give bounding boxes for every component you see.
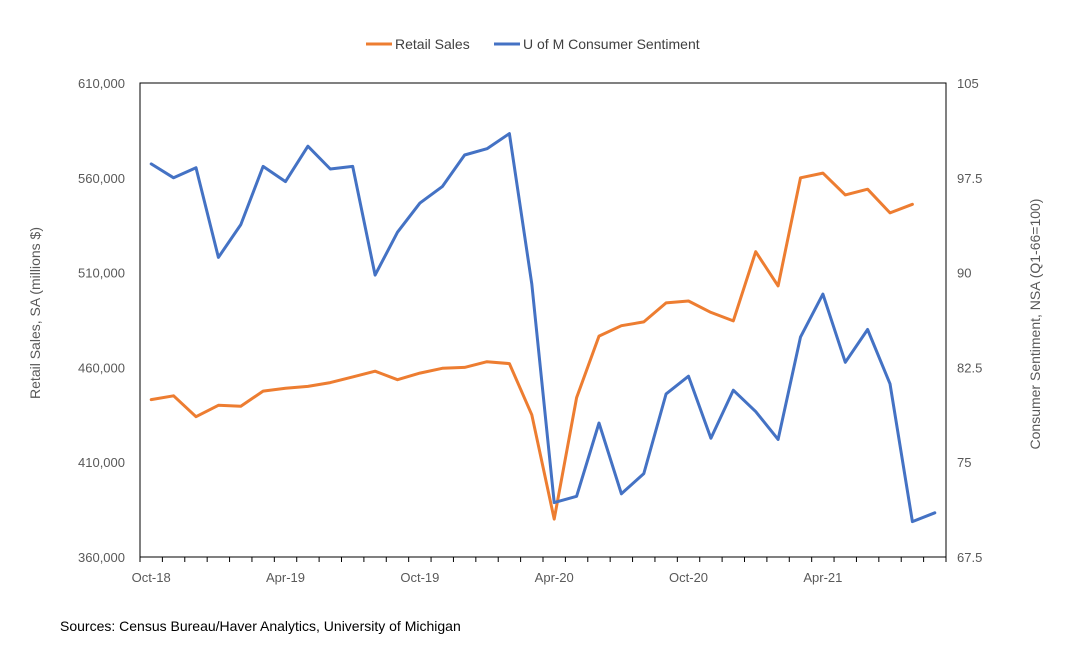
- right-y-tick-label: 105: [957, 76, 979, 91]
- series-layer: [149, 132, 937, 524]
- x-tick-label: Apr-20: [535, 570, 574, 585]
- right-axis-title: Consumer Sentiment, NSA (Q1-66=100): [1027, 199, 1043, 450]
- x-tick-label: Apr-19: [266, 570, 305, 585]
- left-y-axis-labels: 360,000 410,000 460,000 510,000 560,000 610,0…: [78, 76, 125, 565]
- left-y-tick-label: 360,000: [78, 550, 125, 565]
- right-y-axis-labels: 67.5 75 82.5 90 97.5 105: [957, 76, 982, 565]
- left-y-tick-label: 410,000: [78, 455, 125, 470]
- left-y-tick-label: 560,000: [78, 171, 125, 186]
- left-y-tick-label: 610,000: [78, 76, 125, 91]
- source-note: Sources: Census Bureau/Haver Analytics, …: [60, 618, 461, 634]
- legend-label-retail-sales: Retail Sales: [395, 36, 470, 52]
- legend: Retail Sales U of M Consumer Sentiment: [366, 36, 700, 52]
- series-line-consumer-sentiment: [149, 132, 937, 524]
- right-y-tick-label: 67.5: [957, 550, 982, 565]
- left-axis-title: Retail Sales, SA (millions $): [27, 227, 43, 399]
- right-y-tick-label: 90: [957, 266, 971, 281]
- x-axis-labels: Oct-18 Apr-19 Oct-19 Apr-20 Oct-20 Apr-21: [132, 570, 843, 585]
- x-axis-ticks: [139, 557, 947, 562]
- x-tick-label: Apr-21: [803, 570, 842, 585]
- plot-area-frame: [139, 82, 947, 558]
- left-y-tick-label: 460,000: [78, 360, 125, 375]
- x-tick-label: Oct-19: [400, 570, 439, 585]
- right-y-tick-label: 75: [957, 455, 971, 470]
- right-y-tick-label: 97.5: [957, 171, 982, 186]
- x-tick-label: Oct-18: [132, 570, 171, 585]
- left-y-tick-label: 510,000: [78, 266, 125, 281]
- x-tick-label: Oct-20: [669, 570, 708, 585]
- right-y-tick-label: 82.5: [957, 360, 982, 375]
- legend-label-consumer-sentiment: U of M Consumer Sentiment: [523, 36, 700, 52]
